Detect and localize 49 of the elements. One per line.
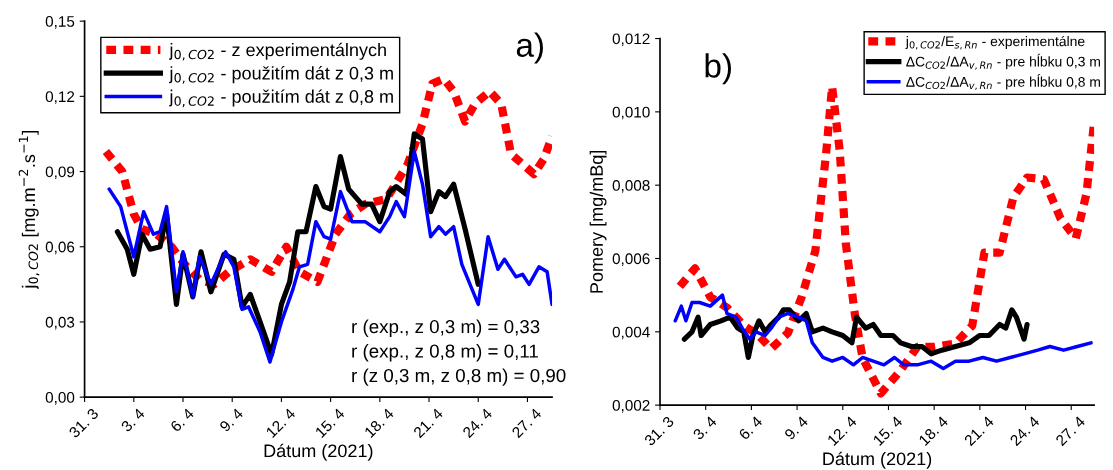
- x-tick-label: 9. 4: [218, 407, 244, 433]
- x-tick-label: 24. 4: [462, 407, 493, 439]
- y-axis-title: Pomery [mg/mBq]: [589, 150, 607, 293]
- x-axis-title: Dátum (2021): [823, 451, 932, 469]
- annotation: r (exp., z 0,3 m) = 0,33: [352, 319, 540, 337]
- x-tick-label: 27. 4: [511, 407, 542, 439]
- y-tick-label: 0,004: [612, 326, 650, 340]
- line-series: [107, 149, 553, 364]
- annotation: a): [516, 32, 543, 64]
- y-axis-title: j$_{0,CO2}$ [mg.m$^{−2}$.s$^{−1}$]: [18, 131, 40, 290]
- annotation: r (exp., z 0,8 m) = 0,11: [352, 343, 538, 362]
- x-tick-label: 6. 4: [169, 407, 195, 433]
- x-tick-label: 31. 3: [68, 407, 100, 439]
- x-tick-label: 31. 3: [643, 415, 675, 447]
- x-axis-title: Dátum (2021): [264, 443, 373, 461]
- x-tick-label: 12. 4: [826, 415, 858, 446]
- line-series: [673, 293, 1093, 371]
- x-tick-label: 21. 4: [412, 407, 444, 439]
- legend-label: j$_{0,CO2}$/E$_{s,Rn}$ - experimentálne: [905, 35, 1085, 50]
- x-tick-label: 24. 4: [1009, 415, 1041, 447]
- x-tick-label: 18. 4: [363, 407, 395, 439]
- annotation: r (z 0,3 m, z 0,8 m) = 0,90: [352, 368, 566, 386]
- annotation: b): [705, 53, 731, 85]
- legend-label: j$_{0,CO2}$ - použitím dát z 0,8 m: [169, 89, 393, 108]
- x-tick-label: 15. 4: [872, 415, 904, 446]
- x-tick-label: 15. 4: [314, 407, 346, 439]
- y-tick-label: 0,06: [45, 241, 75, 255]
- x-tick-label: 12. 4: [265, 407, 296, 438]
- x-tick-label: 21. 4: [963, 415, 995, 447]
- legend-label: ΔC$_{CO2}$/ΔA$_{v,Rn}$ - pre hĺbku 0,8 m: [906, 74, 1100, 91]
- y-tick-label: 0,012: [612, 33, 650, 47]
- legend-label: j$_{0,CO2}$ - použitím dát z 0,3 m: [169, 66, 393, 84]
- y-tick-label: 0,15: [45, 16, 75, 29]
- legend-label: ΔC$_{CO2}$/ΔA$_{v,Rn}$ - pre hĺbku 0,3 m: [906, 53, 1100, 70]
- y-tick-label: 0,002: [612, 400, 650, 413]
- y-tick-label: 0,12: [45, 91, 75, 104]
- y-tick-label: 0,00: [45, 392, 75, 405]
- y-tick-label: 0,008: [612, 180, 650, 193]
- y-tick-label: 0,006: [612, 253, 650, 266]
- x-tick-label: 6. 4: [738, 415, 763, 441]
- y-tick-label: 0,03: [45, 316, 75, 330]
- legend-label: j$_{0,CO2}$ - z experimentálnych: [169, 42, 386, 61]
- x-tick-label: 3. 4: [120, 407, 146, 433]
- x-tick-label: 3. 4: [692, 415, 718, 441]
- x-tick-label: 27. 4: [1055, 415, 1086, 447]
- x-tick-label: 9. 4: [783, 415, 809, 441]
- y-tick-label: 0,010: [612, 106, 650, 120]
- y-tick-label: 0,09: [45, 166, 75, 180]
- x-tick-label: 18. 4: [918, 415, 949, 446]
